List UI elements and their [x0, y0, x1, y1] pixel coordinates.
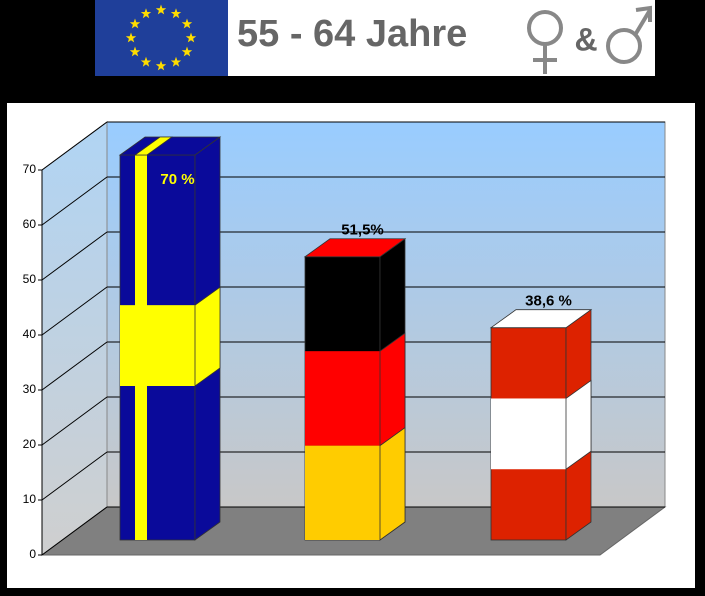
eu-star	[181, 46, 193, 57]
left-wall	[41, 121, 108, 556]
y-tick-label: 40	[23, 327, 37, 341]
grid-line	[41, 231, 108, 281]
eu-star	[140, 56, 152, 67]
eu-star	[155, 4, 167, 15]
y-tick-label: 30	[23, 382, 37, 396]
value-label: 38,6 %	[525, 293, 572, 310]
header-title: 55 - 64 Jahre	[237, 13, 467, 55]
y-tick-label: 10	[23, 492, 37, 506]
eu-star	[170, 8, 182, 19]
flag-stripe	[120, 305, 195, 386]
eu-star	[181, 18, 193, 29]
grid-line	[41, 286, 108, 336]
grid-line	[41, 396, 108, 446]
grid-line	[41, 451, 108, 501]
flag-stripe-side	[379, 332, 406, 447]
eu-star	[155, 60, 167, 71]
y-tick-label: 70	[23, 162, 37, 176]
eu-stars	[125, 4, 197, 71]
male-symbol	[606, 5, 652, 64]
flag-stripe	[491, 398, 566, 470]
bar-top	[303, 238, 407, 258]
female-symbol	[527, 10, 563, 74]
y-tick-label: 0	[29, 547, 36, 561]
flag-stripe	[305, 445, 380, 540]
y-tick-label: 20	[23, 437, 37, 451]
grid-line	[41, 121, 108, 171]
flag-stripe-side	[379, 426, 406, 541]
flag-stripe-top	[133, 136, 174, 156]
value-label: 70 %	[160, 171, 194, 188]
eu-star	[185, 32, 197, 43]
grid-line	[41, 506, 108, 556]
bar-top	[489, 309, 593, 329]
eu-star	[140, 8, 152, 19]
flag-stripe-side	[565, 379, 592, 471]
plot-area: 0 10 20 30 40 50 60 70 70 % 51,5% 38,6 %	[23, 121, 667, 561]
y-tick-label: 60	[23, 217, 37, 231]
y-tick-label: 50	[23, 272, 37, 286]
eu-star	[129, 46, 141, 57]
eu-star	[170, 56, 182, 67]
grid-line	[41, 341, 108, 391]
header: 55 - 64 Jahre &	[95, 0, 655, 76]
eu-star	[125, 32, 137, 43]
value-label: 51,5%	[341, 222, 384, 239]
flag-stripe-side	[194, 286, 221, 387]
eu-star	[129, 18, 141, 29]
flag-stripe	[305, 351, 380, 446]
flag-stripe	[135, 155, 147, 540]
grid-line	[41, 176, 108, 226]
header-joiner: &	[574, 21, 597, 57]
